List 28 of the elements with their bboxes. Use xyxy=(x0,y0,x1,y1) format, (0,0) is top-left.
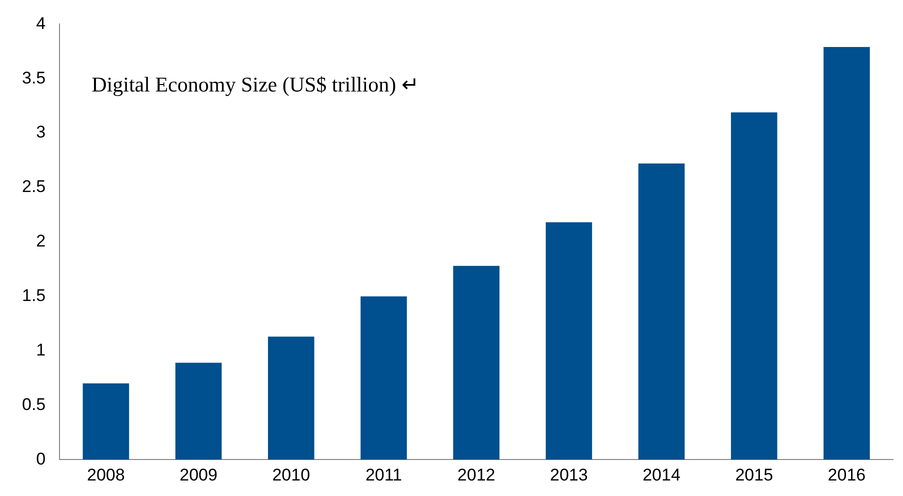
bar xyxy=(268,336,314,460)
y-tick-label: 2 xyxy=(36,232,46,251)
y-tick-label: 2.5 xyxy=(22,177,46,196)
y-tick-label: 3.5 xyxy=(22,68,46,88)
bar xyxy=(82,383,130,460)
bar xyxy=(730,112,778,460)
x-tick-label: 2012 xyxy=(457,465,496,484)
text: Digital Economy Size (US$ trillion) ↵ xyxy=(92,72,420,97)
y-tick-label: 1.5 xyxy=(22,286,46,306)
y-tick-label: 1 xyxy=(36,340,46,360)
x-tick-label: 2009 xyxy=(180,465,218,484)
bar xyxy=(175,362,222,460)
x-tick-label: 2014 xyxy=(642,465,680,484)
bar xyxy=(638,164,685,460)
x-tick-label: 2016 xyxy=(828,465,866,484)
x-tick-label: 2015 xyxy=(735,465,774,484)
y-tick-label: 4 xyxy=(36,14,46,33)
bar xyxy=(824,47,870,460)
y-tick-label: 3 xyxy=(36,122,46,142)
x-tick-label: 2011 xyxy=(365,465,402,484)
y-tick-label: 0 xyxy=(36,449,46,468)
bar xyxy=(546,222,592,460)
y-tick-label: 0.5 xyxy=(22,394,46,414)
bar xyxy=(360,296,407,460)
bar xyxy=(453,266,500,460)
x-tick-label: 2008 xyxy=(87,465,125,484)
x-tick-label: 2013 xyxy=(550,465,588,484)
x-tick-label: 2010 xyxy=(272,465,310,484)
